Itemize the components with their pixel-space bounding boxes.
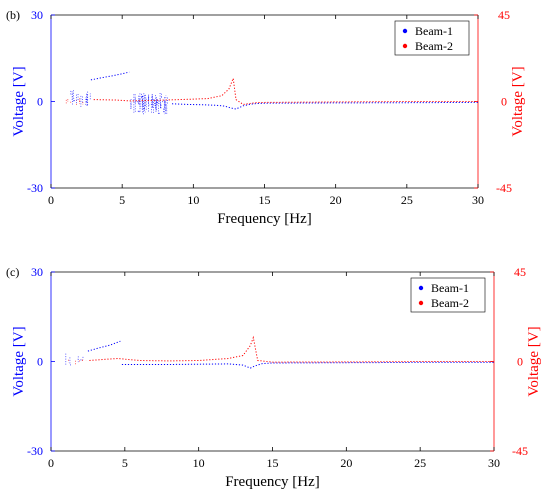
y-right-tick-label: -45 [512, 444, 528, 458]
x-tick-label: 10 [187, 193, 199, 207]
legend-marker [418, 300, 424, 306]
y-left-tick-label: -30 [27, 444, 43, 458]
x-axis-label: Frequency [Hz] [217, 211, 312, 227]
legend-label: Beam-2 [415, 39, 453, 53]
x-tick-label: 30 [488, 456, 500, 470]
series-Beam-2 [65, 76, 478, 106]
y-left-tick-label: -30 [27, 181, 43, 195]
panel-label: (b) [6, 8, 20, 22]
x-tick-label: 0 [48, 456, 54, 470]
y-left-tick-label: 30 [31, 265, 43, 279]
x-tick-label: 25 [414, 456, 426, 470]
series-Beam-1 [65, 340, 494, 369]
y-left-tick-label: 0 [37, 355, 43, 369]
data-points-Beam-1 [87, 340, 121, 352]
legend-label: Beam-2 [431, 296, 469, 310]
x-axis-label: Frequency [Hz] [225, 474, 320, 490]
y-right-tick-label: -45 [496, 181, 512, 195]
series-Beam-2 [68, 335, 494, 365]
series-Beam-1 [70, 71, 479, 115]
chart-panel-1: (c) 0 5 10 15 20 25 30 -30 0 30 -45 0 45 Frequency [Hz… [6, 265, 542, 490]
panel-label: (c) [6, 265, 19, 279]
x-tick-label: 5 [119, 193, 125, 207]
legend-box [394, 20, 470, 56]
legend-marker [402, 28, 408, 34]
y-right-axis-label: Voltage [V] [526, 326, 542, 396]
y-left-axis-label: Voltage [V] [11, 66, 27, 136]
x-tick-label: 30 [472, 193, 484, 207]
x-tick-label: 20 [330, 193, 342, 207]
x-tick-label: 15 [259, 193, 271, 207]
y-right-tick-label: 45 [514, 265, 526, 279]
x-tick-label: 10 [193, 456, 205, 470]
data-points-Beam-1 [90, 71, 130, 81]
plot-area [65, 71, 479, 115]
y-right-axis-label: Voltage [V] [510, 66, 526, 136]
x-tick-label: 25 [401, 193, 413, 207]
chart-panel-0: (b) 0 5 10 15 20 25 30 -30 0 30 -45 0 45 Frequency [Hz… [6, 8, 526, 227]
x-tick-label: 20 [340, 456, 352, 470]
y-right-tick-label: 0 [517, 355, 523, 369]
data-points-Beam-1 [171, 101, 479, 110]
legend-label: Beam-1 [431, 281, 469, 295]
y-right-tick-label: 0 [501, 95, 507, 109]
data-points-Beam-2 [93, 76, 478, 105]
x-tick-label: 15 [267, 456, 279, 470]
plot-area [65, 335, 494, 369]
y-left-tick-label: 30 [31, 8, 43, 22]
y-left-tick-label: 0 [37, 95, 43, 109]
y-left-axis-label: Voltage [V] [11, 326, 27, 396]
y-right-tick-label: 45 [498, 8, 510, 22]
data-points-Beam-2 [89, 335, 494, 363]
x-tick-label: 5 [122, 456, 128, 470]
x-tick-label: 0 [48, 193, 54, 207]
legend-marker [418, 285, 424, 291]
legend-box [410, 277, 486, 313]
data-points-Beam-1 [121, 361, 494, 369]
legend-marker [402, 43, 408, 49]
legend-label: Beam-1 [415, 24, 453, 38]
